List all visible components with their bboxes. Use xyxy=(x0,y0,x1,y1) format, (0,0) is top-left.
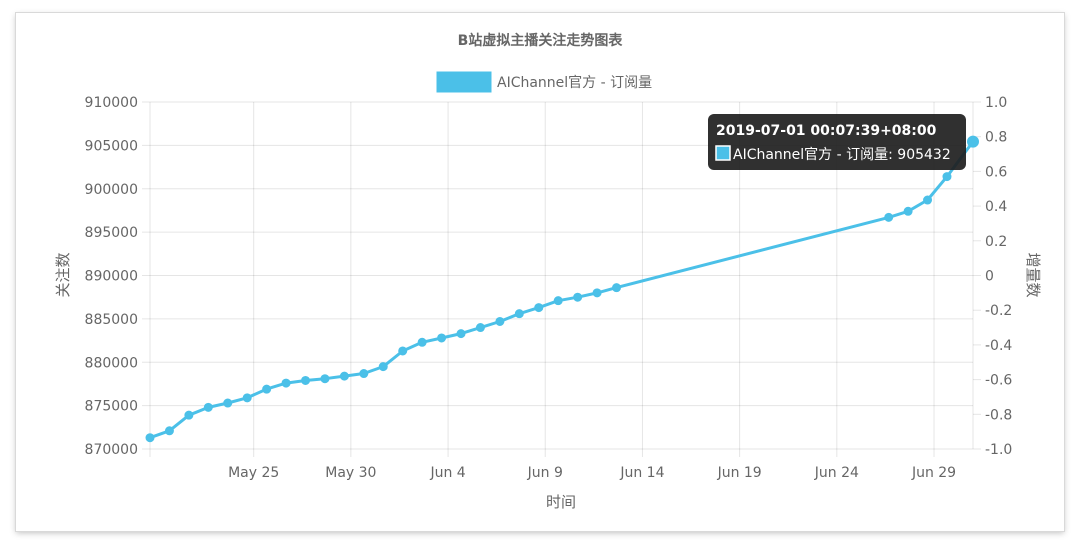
y2-tick-label: -0.6 xyxy=(985,373,1012,389)
legend-label: AIChannel官方 - 订阅量 xyxy=(497,75,652,91)
y-tick-label: 870000 xyxy=(85,442,138,458)
data-point xyxy=(145,433,155,443)
y2-tick-label: 0.6 xyxy=(985,164,1007,180)
x-tick-label: Jun 14 xyxy=(619,465,664,481)
y2-axis-title: 增量数 xyxy=(1024,252,1042,297)
y-tick-label: 900000 xyxy=(85,182,138,198)
data-point xyxy=(534,303,544,313)
data-point xyxy=(359,369,369,379)
data-point xyxy=(301,375,311,385)
x-tick-label: Jun 19 xyxy=(717,465,762,481)
data-point xyxy=(398,346,408,356)
data-point xyxy=(417,337,427,347)
tooltip-swatch xyxy=(715,145,731,161)
y2-tick-label: -1.0 xyxy=(985,442,1012,458)
data-point xyxy=(184,410,194,420)
x-tick-label: Jun 4 xyxy=(429,465,465,481)
y2-tick-label: 0 xyxy=(985,269,994,285)
data-point xyxy=(223,398,233,408)
data-point xyxy=(884,212,894,222)
y2-tick-label: 0.4 xyxy=(985,199,1007,215)
x-axis: May 25 May 30 Jun 4 Jun 9 Jun 14 Jun 19 Jun 24… xyxy=(228,465,956,481)
tooltip: 2019-07-01 00:07:39+08:00 AIChannel官方 - … xyxy=(708,114,966,170)
y2-tick-label: 1.0 xyxy=(985,95,1007,111)
data-point xyxy=(942,172,952,182)
x-tick-label: May 25 xyxy=(228,465,279,481)
x-axis-title: 时间 xyxy=(546,493,576,511)
y-tick-label: 885000 xyxy=(85,312,138,328)
y-tick-label: 895000 xyxy=(85,225,138,241)
chart-title: B站虚拟主播关注走势图表 xyxy=(458,32,624,49)
data-point xyxy=(475,323,485,333)
data-point xyxy=(573,292,583,302)
data-point xyxy=(495,316,505,326)
data-point xyxy=(903,206,913,216)
y-tick-label: 910000 xyxy=(85,95,138,111)
data-point xyxy=(514,309,524,319)
y-tick-label: 880000 xyxy=(85,355,138,371)
y2-tick-label: 0.2 xyxy=(985,234,1007,250)
data-point xyxy=(320,374,330,384)
y-axis-right: -1.0 -0.8 -0.6 -0.4 -0.2 0 0.2 0.4 0.6 0.8 1.0 xyxy=(985,95,1012,458)
data-point xyxy=(612,283,622,293)
tooltip-label: AIChannel官方 - 订阅量: 905432 xyxy=(733,147,951,163)
data-point xyxy=(339,371,349,381)
y-axis-left: 870000 875000 880000 885000 890000 895000 9000… xyxy=(85,95,138,458)
data-point xyxy=(281,378,291,388)
tooltip-box xyxy=(708,114,966,170)
x-tick-label: May 30 xyxy=(325,465,376,481)
y2-tick-label: -0.4 xyxy=(985,338,1012,354)
tooltip-title: 2019-07-01 00:07:39+08:00 xyxy=(716,123,937,139)
data-point xyxy=(164,426,174,436)
x-tick-label: Jun 29 xyxy=(911,465,956,481)
data-point xyxy=(262,384,272,394)
data-point xyxy=(923,195,933,205)
y2-tick-label: 0.8 xyxy=(985,130,1007,146)
y-tick-label: 905000 xyxy=(85,138,138,154)
y2-tick-label: -0.2 xyxy=(985,303,1012,319)
data-point xyxy=(378,362,388,372)
series-line xyxy=(149,140,975,440)
chart-card: B站虚拟主播关注走势图表 AIChannel官方 - 订阅量 870000 875… xyxy=(16,13,1064,531)
data-point xyxy=(967,135,979,148)
data-point xyxy=(553,296,563,306)
legend[interactable]: AIChannel官方 - 订阅量 xyxy=(436,71,652,93)
data-point xyxy=(203,402,213,412)
data-point xyxy=(242,393,252,403)
data-point xyxy=(437,333,447,343)
y-axis-title: 关注数 xyxy=(54,252,72,297)
data-point xyxy=(456,329,466,339)
line-chart[interactable]: B站虚拟主播关注走势图表 AIChannel官方 - 订阅量 870000 875… xyxy=(16,13,1064,531)
y2-tick-label: -0.8 xyxy=(985,407,1012,423)
y-tick-label: 875000 xyxy=(85,399,138,415)
data-point xyxy=(592,288,602,298)
series-group xyxy=(145,135,979,443)
legend-swatch xyxy=(436,71,492,93)
y-tick-label: 890000 xyxy=(85,269,138,285)
x-tick-label: Jun 24 xyxy=(814,465,859,481)
x-tick-label: Jun 9 xyxy=(527,465,563,481)
